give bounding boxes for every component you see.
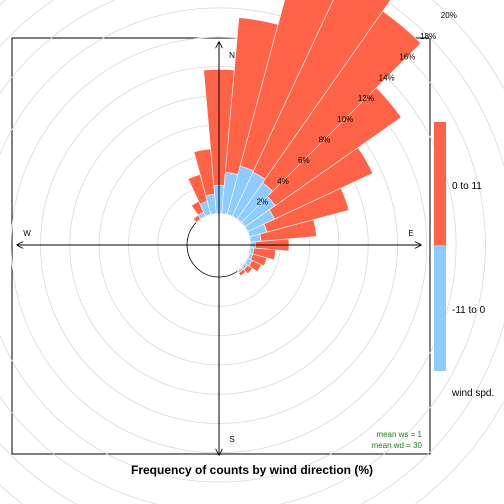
ring-label-18: 18%: [420, 32, 436, 41]
compass-label-south: S: [229, 435, 234, 444]
ring-label-6: 6%: [298, 156, 310, 165]
legend-swatch-0-to-11: [434, 122, 446, 245]
ring-label-12: 12%: [358, 94, 374, 103]
ring-label-8: 8%: [319, 135, 331, 144]
ring-label-16: 16%: [399, 53, 415, 62]
ring-label-4: 4%: [277, 177, 289, 186]
legend-swatch-neg11-to-0: [434, 245, 446, 371]
chart-title: Frequency of counts by wind direction (%…: [131, 463, 373, 477]
legend-label-0-to-11: 0 to 11: [452, 181, 482, 192]
ring-label-14: 14%: [379, 73, 395, 82]
compass-label-north: N: [229, 51, 235, 60]
ring-label-2: 2%: [257, 198, 269, 207]
compass-label-east: E: [408, 229, 413, 238]
mean-wd-annotation: mean wd = 30: [372, 441, 423, 450]
legend-title: wind spd.: [451, 388, 494, 399]
legend-label-neg11-to-0: -11 to 0: [452, 305, 486, 316]
ring-label-20: 20%: [441, 11, 457, 20]
ring-label-10: 10%: [337, 115, 353, 124]
mean-ws-annotation: mean ws = 1: [376, 430, 422, 439]
compass-label-west: W: [23, 229, 31, 238]
